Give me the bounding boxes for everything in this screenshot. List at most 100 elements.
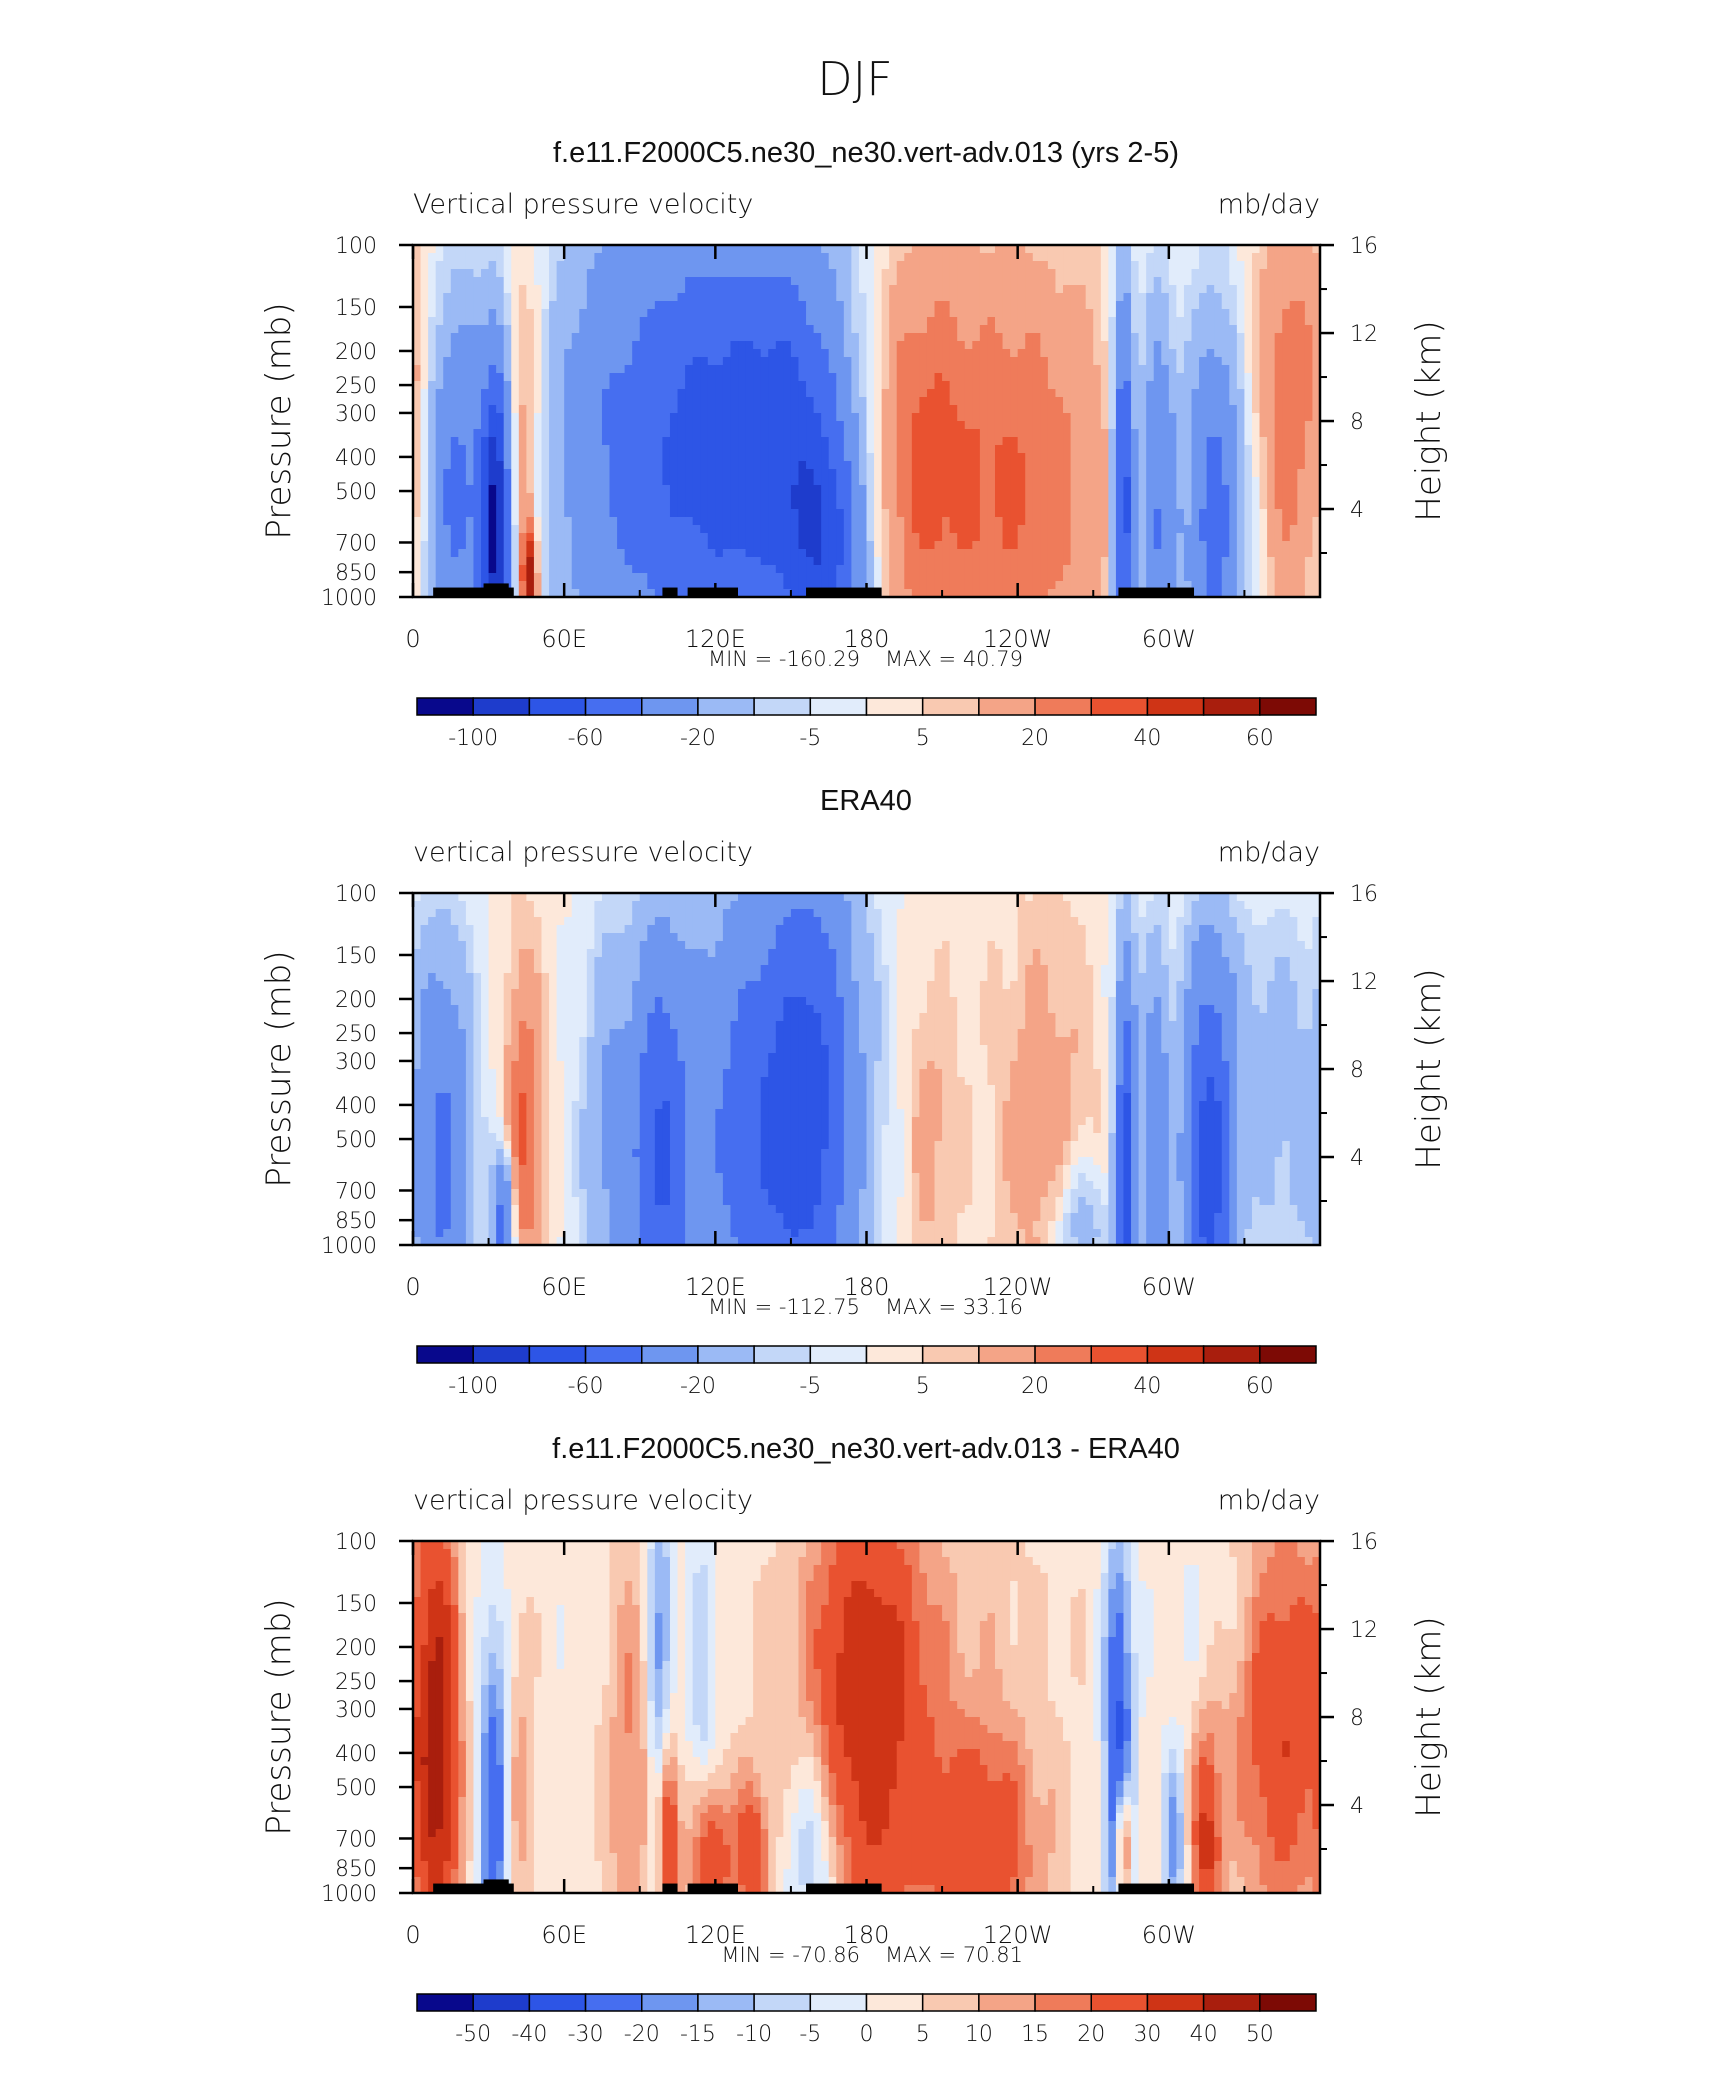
contour-cell — [1108, 269, 1116, 278]
contour-cell — [1003, 421, 1011, 430]
contour-cell — [867, 317, 875, 326]
contour-cell — [541, 493, 549, 502]
contour-cell — [715, 453, 723, 462]
contour-cell — [1025, 293, 1033, 302]
contour-cell — [504, 277, 512, 286]
contour-cell — [1146, 309, 1154, 318]
contour-cell — [1040, 453, 1048, 462]
contour-cell — [1040, 501, 1048, 510]
contour-cell — [987, 509, 995, 518]
contour-cell — [746, 509, 754, 518]
contour-cell — [1169, 261, 1177, 270]
contour-cell — [670, 557, 678, 566]
contour-cell — [980, 253, 988, 262]
contour-cell — [980, 517, 988, 526]
contour-cell — [972, 541, 980, 550]
contour-cell — [1040, 493, 1048, 502]
contour-cell — [1078, 469, 1086, 478]
contour-cell — [481, 333, 489, 342]
contour-cell — [594, 301, 602, 310]
contour-cell — [972, 405, 980, 414]
contour-cell — [526, 245, 534, 254]
contour-cell — [897, 501, 905, 510]
contour-cell — [428, 397, 436, 406]
contour-cell — [1184, 485, 1192, 494]
contour-cell — [738, 277, 746, 286]
contour-cell — [1025, 253, 1033, 262]
contour-cell — [617, 573, 625, 582]
contour-cell — [965, 493, 973, 502]
contour-cell — [1131, 373, 1139, 382]
contour-cell — [1176, 413, 1184, 422]
contour-cell — [950, 501, 958, 510]
contour-cell — [723, 333, 731, 342]
contour-cell — [519, 357, 527, 366]
contour-cell — [1267, 333, 1275, 342]
contour-cell — [927, 469, 935, 478]
contour-cell — [851, 333, 859, 342]
contour-cell — [458, 397, 466, 406]
contour-cell — [912, 445, 920, 454]
contour-cell — [436, 485, 444, 494]
contour-cell — [1033, 245, 1041, 254]
contour-cell — [972, 469, 980, 478]
contour-cell — [1139, 509, 1147, 518]
contour-cell — [965, 509, 973, 518]
contour-cell — [1131, 501, 1139, 510]
contour-cell — [670, 365, 678, 374]
contour-cell — [1207, 333, 1215, 342]
contour-cell — [489, 445, 497, 454]
contour-cell — [738, 381, 746, 390]
contour-cell — [678, 453, 686, 462]
contour-cell — [511, 453, 519, 462]
contour-cell — [1003, 453, 1011, 462]
contour-cell — [1123, 253, 1131, 262]
contour-cell — [1071, 525, 1079, 534]
contour-cell — [897, 285, 905, 294]
contour-cell — [1237, 261, 1245, 270]
contour-cell — [806, 477, 814, 486]
contour-cell — [1290, 429, 1298, 438]
contour-cell — [791, 477, 799, 486]
contour-cell — [1093, 253, 1101, 262]
contour-cell — [723, 573, 731, 582]
contour-cell — [753, 533, 761, 542]
contour-cell — [723, 293, 731, 302]
contour-cell — [1055, 309, 1063, 318]
contour-cell — [670, 333, 678, 342]
contour-cell — [1297, 461, 1305, 470]
contour-cell — [1184, 357, 1192, 366]
contour-cell — [428, 437, 436, 446]
contour-cell — [572, 325, 580, 334]
contour-cell — [693, 349, 701, 358]
contour-cell — [1207, 413, 1215, 422]
contour-cell — [594, 485, 602, 494]
contour-cell — [746, 325, 754, 334]
contour-cell — [526, 549, 534, 558]
contour-cell — [1229, 373, 1237, 382]
contour-cell — [1267, 341, 1275, 350]
contour-cell — [821, 437, 829, 446]
contour-cell — [1093, 317, 1101, 326]
contour-cell — [776, 573, 784, 582]
contour-cell — [859, 573, 867, 582]
contour-cell — [1108, 485, 1116, 494]
contour-cell — [481, 373, 489, 382]
contour-cell — [935, 253, 943, 262]
contour-cell — [806, 261, 814, 270]
contour-cell — [761, 445, 769, 454]
contour-cell — [1267, 301, 1275, 310]
contour-cell — [1297, 453, 1305, 462]
contour-cell — [798, 557, 806, 566]
contour-cell — [1093, 341, 1101, 350]
contour-cell — [715, 381, 723, 390]
contour-cell — [610, 565, 618, 574]
contour-cell — [987, 301, 995, 310]
contour-cell — [564, 437, 572, 446]
contour-cell — [882, 517, 890, 526]
contour-cell — [965, 373, 973, 382]
contour-cell — [1131, 349, 1139, 358]
contour-cell — [511, 501, 519, 510]
contour-cell — [753, 349, 761, 358]
contour-cell — [1192, 541, 1200, 550]
